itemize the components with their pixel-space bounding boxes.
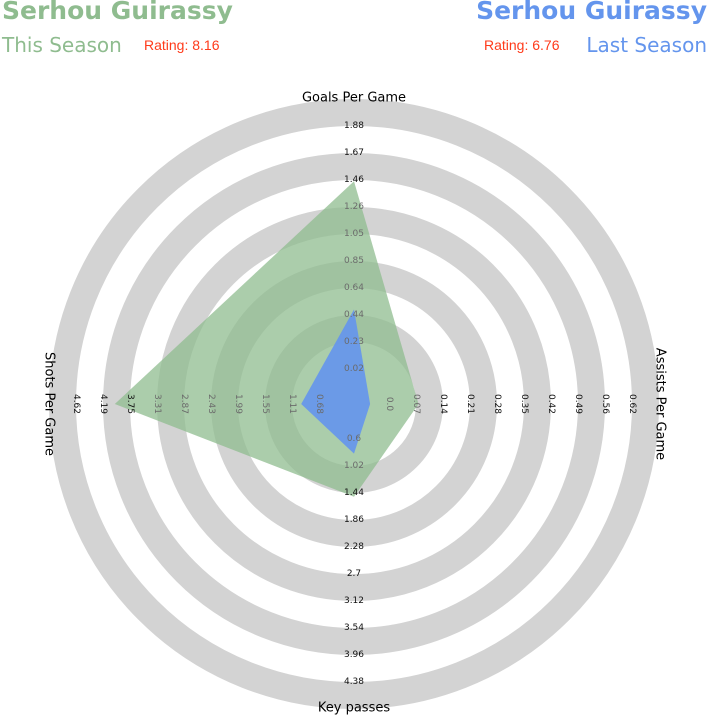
season-label-last: Last Season (586, 33, 707, 57)
tick-label: 1.44 (344, 488, 364, 498)
rating-last-season: Rating: 6.76 (484, 37, 560, 53)
tick-label: 0.28 (492, 394, 502, 414)
tick-label: 0.44 (344, 310, 364, 320)
tick-label: 1.86 (344, 515, 364, 525)
axis-label: Assists Per Game (653, 348, 668, 460)
tick-label: 1.55 (260, 394, 270, 414)
tick-label: 3.75 (125, 394, 135, 414)
tick-label: 3.31 (152, 394, 162, 414)
tick-label: 3.12 (344, 596, 364, 606)
radar-series-last-season (301, 309, 371, 454)
tick-label: 0.21 (465, 394, 475, 414)
tick-label: 2.28 (344, 542, 364, 552)
rating-this-season: Rating: 8.16 (144, 37, 220, 53)
tick-label: 0.68 (314, 394, 324, 414)
tick-label: 2.7 (347, 569, 361, 579)
tick-label: 4.38 (344, 677, 364, 687)
tick-label: 1.02 (344, 461, 364, 471)
tick-label: 1.11 (287, 394, 297, 414)
tick-label: 0.64 (344, 283, 364, 293)
tick-label: 1.88 (344, 121, 364, 131)
tick-label: 0.42 (546, 394, 556, 414)
tick-label: 1.99 (233, 394, 243, 414)
tick-label: 1.67 (344, 148, 364, 158)
tick-label: 4.19 (98, 394, 108, 414)
tick-label: 4.62 (71, 394, 81, 414)
tick-label: 2.43 (206, 394, 216, 414)
player-name-last-season: Serhou Guirassy (476, 0, 707, 25)
tick-label: 0.23 (344, 337, 364, 347)
tick-label: 0.85 (344, 256, 364, 266)
tick-label: 0.07 (411, 394, 421, 414)
tick-label: 2.87 (179, 394, 189, 414)
tick-label: 3.54 (344, 623, 364, 633)
tick-label: 1.26 (344, 202, 364, 212)
tick-label: 0.35 (519, 394, 529, 414)
tick-label: 0.62 (627, 394, 637, 414)
tick-label: 0.6 (347, 434, 362, 444)
tick-label: 0.14 (438, 394, 448, 414)
tick-label: 1.46 (344, 175, 364, 185)
grid-ring (49, 99, 659, 709)
axis-label: Key passes (318, 701, 390, 716)
tick-label: 1.05 (344, 229, 364, 239)
player-name-this-season: Serhou Guirassy (2, 0, 233, 25)
tick-label: 3.96 (344, 650, 364, 660)
season-label-this: This Season (2, 33, 122, 57)
tick-label: 0.49 (573, 394, 583, 414)
tick-label: 0.0 (384, 397, 394, 412)
tick-label: 0.56 (600, 394, 610, 414)
axis-label: Shots Per Game (42, 352, 57, 456)
tick-label: 0.02 (344, 364, 364, 374)
axis-label: Goals Per Game (302, 91, 406, 106)
